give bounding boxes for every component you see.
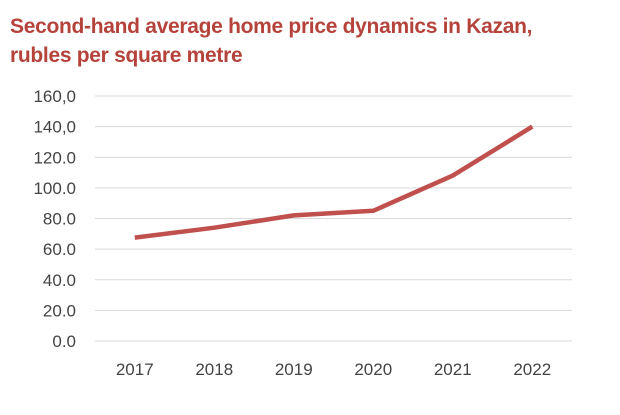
- x-tick-label: 2022: [513, 360, 551, 379]
- chart-title-line-2: rubles per square metre: [10, 44, 243, 67]
- x-tick-label: 2020: [354, 360, 392, 379]
- y-tick-label: 80.0: [43, 210, 76, 229]
- y-tick-label: 120.0: [33, 148, 76, 167]
- x-tick-label: 2021: [434, 360, 472, 379]
- y-tick-label: 160,0: [33, 87, 76, 106]
- chart-title: Second-hand average home price dynamics …: [10, 12, 610, 70]
- y-tick-label: 60.0: [43, 240, 76, 259]
- y-tick-label: 20.0: [43, 301, 76, 320]
- y-tick-label: 140,0: [33, 118, 76, 137]
- y-tick-label: 0.0: [52, 332, 76, 351]
- x-tick-label: 2018: [195, 360, 233, 379]
- y-tick-label: 100.0: [33, 179, 76, 198]
- series-line: [134, 124, 534, 240]
- x-tick-label: 2017: [116, 360, 154, 379]
- chart-title-line-1: Second-hand average home price dynamics …: [10, 15, 533, 38]
- y-tick-label: 40.0: [43, 271, 76, 290]
- x-tick-label: 2019: [275, 360, 313, 379]
